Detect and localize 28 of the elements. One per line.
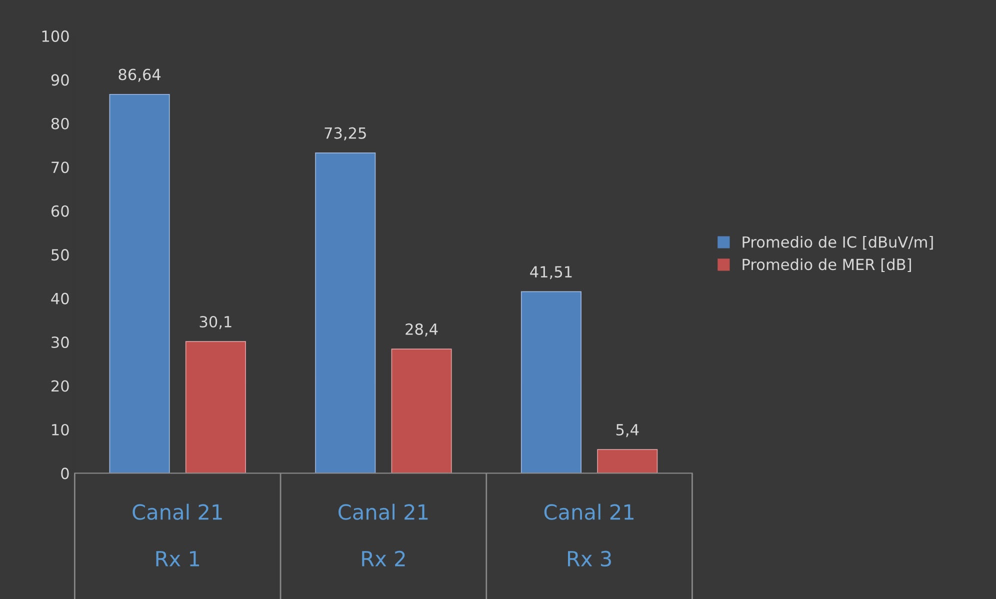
data-label: 30,1 <box>200 316 232 330</box>
legend-label: Promedio de MER [dB] <box>742 258 911 272</box>
bar <box>185 341 246 474</box>
bar <box>391 348 452 474</box>
bar <box>597 449 658 474</box>
data-label: 41,51 <box>530 266 572 280</box>
data-label: 5,4 <box>616 424 639 438</box>
bar <box>109 94 170 474</box>
category-label: Canal 21 Rx 2 <box>338 504 428 566</box>
y-tick-label: 100 <box>42 30 69 42</box>
y-tick-label: 80 <box>51 118 69 130</box>
bar <box>315 152 376 474</box>
y-tick-label: 0 <box>61 468 69 480</box>
bar <box>520 291 582 474</box>
y-tick-label: 30 <box>52 336 69 348</box>
y-tick-label: 60 <box>51 205 69 217</box>
category-label: Canal 21 Rx 3 <box>544 504 634 567</box>
y-tick-label: 10 <box>52 424 69 436</box>
data-label: 73,25 <box>324 127 366 140</box>
data-label: 28,4 <box>406 323 438 337</box>
y-tick-label: 50 <box>52 249 69 261</box>
y-tick-label: 90 <box>51 74 69 86</box>
data-label: 86,64 <box>118 68 161 82</box>
y-tick-label: 20 <box>52 380 69 392</box>
y-tick-label: 40 <box>51 292 69 304</box>
category-label: Canal 21 Rx 1 <box>132 504 222 566</box>
legend-label: Promedio de IC [dBuV/m] <box>742 236 933 250</box>
y-tick-label: 70 <box>52 162 69 174</box>
